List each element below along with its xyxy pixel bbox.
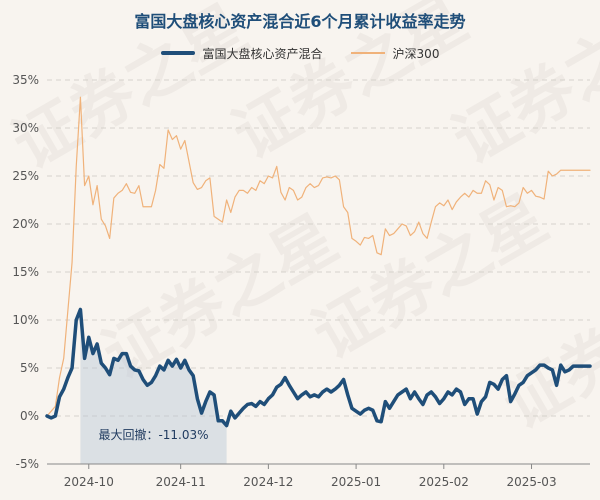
x-tick-label: 2025-03	[506, 475, 556, 489]
y-tick-label: 5%	[20, 361, 39, 375]
legend-item-index[interactable]: 沪深300	[350, 45, 440, 62]
y-tick-label: 25%	[12, 169, 39, 183]
y-tick-label: 35%	[12, 73, 39, 87]
drawdown-label: 最大回撤：-11.03%	[98, 427, 208, 442]
legend-item-fund[interactable]: 富国大盘核心资产混合	[160, 45, 323, 62]
y-tick-label: 20%	[12, 217, 39, 231]
x-tick-label: 2024-11	[156, 475, 206, 489]
x-tick-label: 2024-12	[243, 475, 293, 489]
watermark-text: 证券之星	[491, 252, 600, 444]
x-tick-label: 2025-02	[419, 475, 469, 489]
y-tick-label: 0%	[20, 409, 39, 423]
chart-title: 富国大盘核心资产混合近6个月累计收益率走势	[134, 12, 466, 31]
y-tick-label: 10%	[12, 313, 39, 327]
series-line-fund	[45, 307, 592, 428]
legend-label-index: 沪深300	[392, 46, 440, 61]
legend-swatch-index	[350, 52, 385, 54]
legend: 富国大盘核心资产混合 沪深300	[0, 44, 600, 62]
series-line-index	[46, 96, 591, 417]
y-tick-label: -5%	[16, 457, 39, 471]
x-tick-label: 2025-01	[331, 475, 381, 489]
y-tick-label: 15%	[12, 265, 39, 279]
legend-label-fund: 富国大盘核心资产混合	[202, 46, 323, 61]
watermark-text: 证券之星	[301, 182, 560, 374]
x-tick-label: 2024-10	[64, 475, 114, 489]
drawdown-area	[80, 309, 227, 464]
y-tick-label: 30%	[12, 121, 39, 135]
legend-swatch-fund	[160, 51, 195, 55]
